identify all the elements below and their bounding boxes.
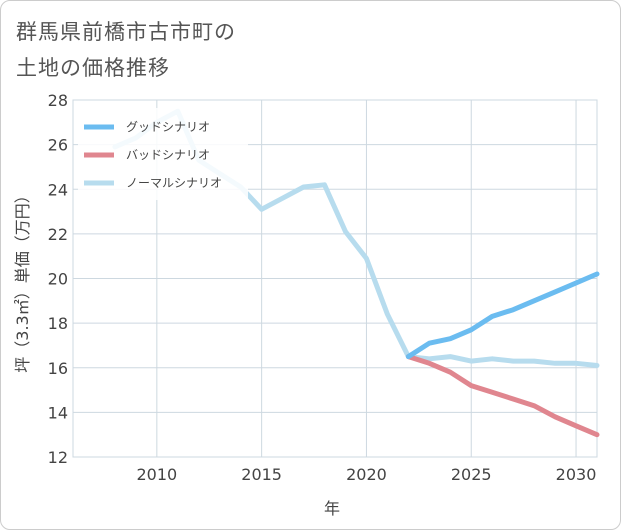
legend-label: バッドシナリオ: [126, 148, 210, 162]
y-tick-label: 26: [48, 136, 68, 155]
x-tick-label: 2015: [241, 465, 282, 484]
chart-title-line-1: 群馬県前橋市古市町の: [16, 20, 236, 44]
x-tick-label: 2030: [556, 465, 597, 484]
x-tick-label: 2020: [346, 465, 387, 484]
y-tick-label: 14: [48, 403, 68, 422]
chart-title: 群馬県前橋市古市町の 土地の価格推移: [16, 14, 236, 86]
legend-label: ノーマルシナリオ: [126, 176, 222, 190]
x-tick-label: 2025: [451, 465, 492, 484]
y-tick-label: 18: [48, 314, 68, 333]
y-tick-label: 20: [48, 270, 68, 289]
series-line-0: [405, 271, 600, 360]
series-line-1: [405, 354, 600, 438]
y-tick-label: 28: [48, 91, 68, 110]
y-tick-label: 12: [48, 448, 68, 467]
x-axis-label: 年: [324, 499, 340, 518]
tick-labels: 2010 2015 2020 2025 2030 12 14 16 18 20 22 24 26 28: [48, 91, 597, 484]
y-axis-label: 坪（3.3㎡）単価（万円）: [13, 187, 32, 372]
y-tick-label: 22: [48, 225, 68, 244]
chart-title-line-2: 土地の価格推移: [16, 56, 170, 80]
y-tick-label: 16: [48, 359, 68, 378]
legend-label: グッドシナリオ: [126, 120, 210, 134]
x-tick-label: 2010: [136, 465, 177, 484]
y-tick-label: 24: [48, 180, 68, 199]
